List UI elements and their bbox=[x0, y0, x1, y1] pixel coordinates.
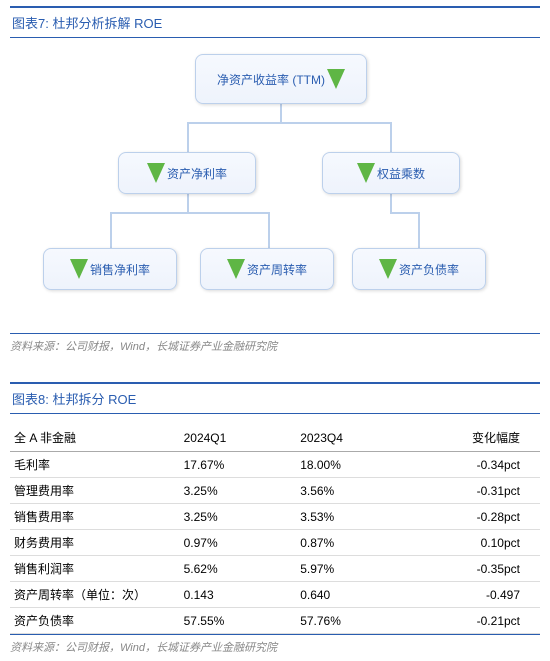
figure7-source: 资料来源：公司财报，Wind，长城证券产业金融研究院 bbox=[10, 333, 540, 354]
table-cell: -0.21pct bbox=[413, 608, 540, 634]
connector bbox=[187, 122, 189, 152]
node-sales-margin: 销售净利率 bbox=[43, 248, 177, 290]
node-label: 资产负债率 bbox=[399, 261, 459, 278]
node-equity-multiplier: 权益乘数 bbox=[322, 152, 460, 194]
table-cell: 3.53% bbox=[296, 504, 413, 530]
table-header-row: 全 A 非金融 2024Q1 2023Q4 变化幅度 bbox=[10, 424, 540, 452]
table-row: 资产负债率57.55%57.76%-0.21pct bbox=[10, 608, 540, 634]
node-label: 资产周转率 bbox=[247, 261, 307, 278]
table-row: 销售费用率3.25%3.53%-0.28pct bbox=[10, 504, 540, 530]
connector bbox=[418, 212, 420, 248]
table-cell: 3.56% bbox=[296, 478, 413, 504]
table-row: 管理费用率3.25%3.56%-0.31pct bbox=[10, 478, 540, 504]
figure8-title-text: 杜邦拆分 ROE bbox=[52, 392, 136, 407]
table-cell: 毛利率 bbox=[10, 452, 180, 478]
table-cell: 3.25% bbox=[180, 478, 297, 504]
table-cell: -0.35pct bbox=[413, 556, 540, 582]
down-arrow-icon bbox=[327, 69, 345, 89]
table-cell: 财务费用率 bbox=[10, 530, 180, 556]
connector bbox=[390, 212, 420, 214]
node-label: 销售净利率 bbox=[90, 261, 150, 278]
table-cell: -0.28pct bbox=[413, 504, 540, 530]
connector bbox=[280, 104, 282, 122]
node-asset-net-profit: 资产净利率 bbox=[118, 152, 256, 194]
dupont-tree: 净资产收益率 (TTM) 资产净利率 权益乘数 销售净利率 资产周转率 资产负债… bbox=[10, 48, 540, 333]
node-label: 资产净利率 bbox=[167, 165, 227, 182]
connector bbox=[187, 194, 189, 212]
table-cell: -0.34pct bbox=[413, 452, 540, 478]
table-cell: 0.10pct bbox=[413, 530, 540, 556]
table-cell: 0.640 bbox=[296, 582, 413, 608]
table-header: 2024Q1 bbox=[180, 424, 297, 452]
table-row: 销售利润率5.62%5.97%-0.35pct bbox=[10, 556, 540, 582]
table-cell: 57.76% bbox=[296, 608, 413, 634]
table-cell: 17.67% bbox=[180, 452, 297, 478]
down-arrow-icon bbox=[147, 163, 165, 183]
connector bbox=[187, 122, 392, 124]
table-cell: 管理费用率 bbox=[10, 478, 180, 504]
table-cell: 资产负债率 bbox=[10, 608, 180, 634]
node-root-label: 净资产收益率 (TTM) bbox=[217, 71, 325, 88]
table-cell: -0.497 bbox=[413, 582, 540, 608]
table-cell: -0.31pct bbox=[413, 478, 540, 504]
table-cell: 销售利润率 bbox=[10, 556, 180, 582]
down-arrow-icon bbox=[70, 259, 88, 279]
table-cell: 0.97% bbox=[180, 530, 297, 556]
table-cell: 5.62% bbox=[180, 556, 297, 582]
table-cell: 0.143 bbox=[180, 582, 297, 608]
table-cell: 0.87% bbox=[296, 530, 413, 556]
table-header: 变化幅度 bbox=[413, 424, 540, 452]
table-cell: 资产周转率（单位：次） bbox=[10, 582, 180, 608]
table-header: 2023Q4 bbox=[296, 424, 413, 452]
connector bbox=[390, 194, 392, 212]
figure8-title-prefix: 图表8: bbox=[12, 392, 49, 407]
connector bbox=[390, 122, 392, 152]
table-cell: 5.97% bbox=[296, 556, 413, 582]
down-arrow-icon bbox=[227, 259, 245, 279]
connector bbox=[268, 212, 270, 248]
node-debt-ratio: 资产负债率 bbox=[352, 248, 486, 290]
table-cell: 3.25% bbox=[180, 504, 297, 530]
down-arrow-icon bbox=[357, 163, 375, 183]
figure8-source: 资料来源：公司财报，Wind，长城证券产业金融研究院 bbox=[10, 634, 540, 655]
table-row: 资产周转率（单位：次）0.1430.640-0.497 bbox=[10, 582, 540, 608]
node-label: 权益乘数 bbox=[377, 165, 425, 182]
table-header: 全 A 非金融 bbox=[10, 424, 180, 452]
figure7-title-text: 杜邦分析拆解 ROE bbox=[52, 16, 162, 31]
table-cell: 销售费用率 bbox=[10, 504, 180, 530]
connector bbox=[110, 212, 112, 248]
table-cell: 18.00% bbox=[296, 452, 413, 478]
table-cell: 57.55% bbox=[180, 608, 297, 634]
figure7-title: 图表7: 杜邦分析拆解 ROE bbox=[10, 6, 540, 38]
figure8-title: 图表8: 杜邦拆分 ROE bbox=[10, 382, 540, 414]
table-row: 毛利率17.67%18.00%-0.34pct bbox=[10, 452, 540, 478]
node-asset-turnover: 资产周转率 bbox=[200, 248, 334, 290]
dupont-table: 全 A 非金融 2024Q1 2023Q4 变化幅度 毛利率17.67%18.0… bbox=[10, 424, 540, 634]
node-root: 净资产收益率 (TTM) bbox=[195, 54, 367, 104]
down-arrow-icon bbox=[379, 259, 397, 279]
connector bbox=[110, 212, 270, 214]
table-row: 财务费用率0.97%0.87%0.10pct bbox=[10, 530, 540, 556]
figure7-title-prefix: 图表7: bbox=[12, 16, 49, 31]
